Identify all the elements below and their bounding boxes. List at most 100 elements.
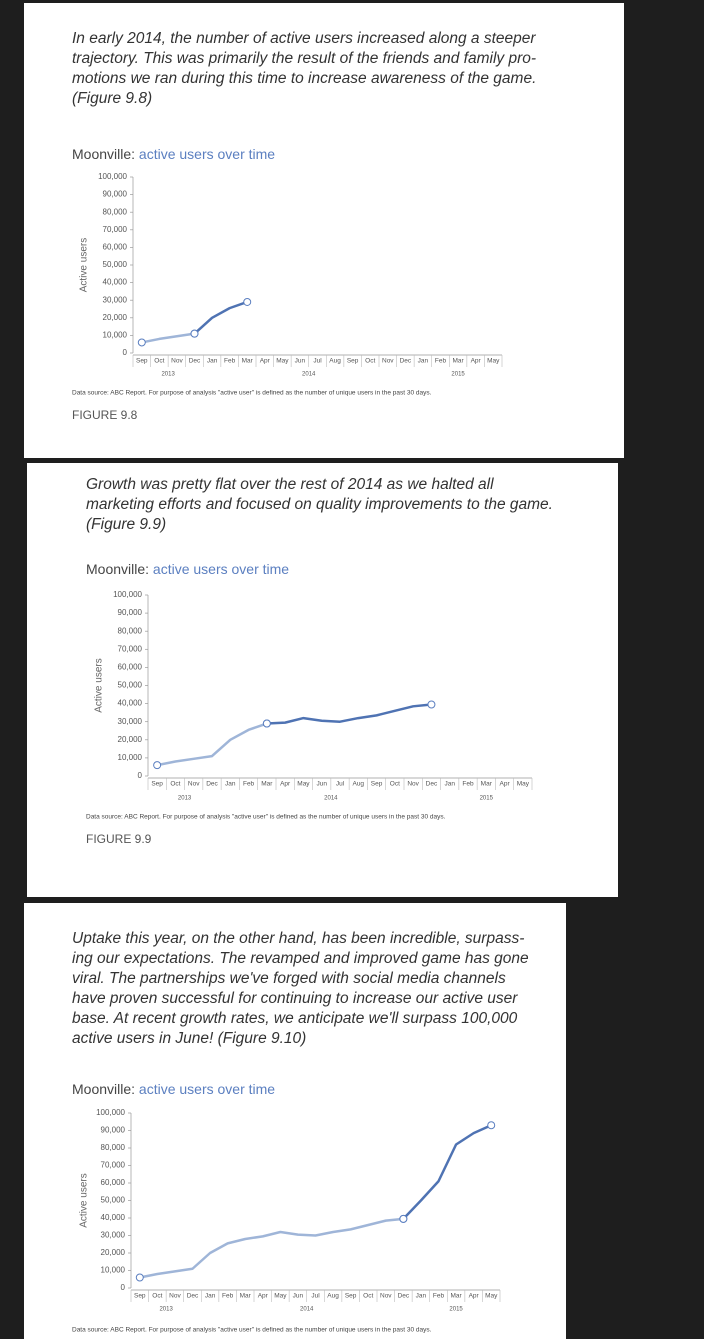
chart: Moonville: active users over time Active …	[72, 1081, 501, 1334]
y-tick-label: 20,000	[101, 1248, 126, 1257]
line-series	[266, 703, 432, 725]
month-label: Sep	[347, 358, 359, 365]
month-label: Apr	[469, 1293, 480, 1300]
chart-title: Moonville: active users over time	[72, 146, 275, 162]
month-label: Dec	[206, 781, 218, 788]
y-tick-label: 50,000	[101, 1196, 126, 1205]
month-label: May	[485, 1293, 498, 1300]
title-prefix: Moonville:	[72, 146, 139, 162]
panel: Moonville: active users over time Active …	[24, 903, 566, 1339]
y-tick-label: 100,000	[96, 1108, 125, 1117]
month-label: Sep	[345, 1293, 357, 1300]
month-label: Mar	[452, 358, 464, 365]
year-label: 2014	[300, 1307, 314, 1313]
month-label: Dec	[187, 1293, 199, 1300]
month-label: May	[487, 358, 500, 365]
y-tick-label: 70,000	[101, 1161, 126, 1170]
month-label: Mar	[261, 781, 273, 788]
month-label: Oct	[390, 781, 400, 788]
y-tick-label: 80,000	[101, 1143, 126, 1152]
y-tick-label: 20,000	[118, 735, 143, 744]
y-tick-label: 60,000	[101, 1178, 126, 1187]
data-source: Data source: ABC Report. For purpose of …	[86, 814, 446, 821]
y-tick-label: 30,000	[101, 1231, 126, 1240]
figure-label: FIGURE 9.8	[72, 408, 138, 422]
title-prefix: Moonville:	[72, 1081, 139, 1097]
endpoint-marker	[262, 719, 271, 728]
figure-label: FIGURE 9.9	[86, 832, 152, 846]
year-label: 2013	[178, 796, 192, 802]
endpoint-marker	[190, 329, 199, 338]
month-label: Nov	[171, 358, 183, 365]
y-tick-label: 30,000	[118, 717, 143, 726]
month-label: Mar	[481, 781, 493, 788]
month-label: Feb	[433, 1293, 445, 1300]
y-tick-label: 30,000	[103, 295, 128, 304]
panel: Moonville: active users over time Active …	[27, 463, 618, 897]
month-label: Nov	[407, 781, 419, 788]
endpoint-marker	[135, 1273, 144, 1282]
month-label: Aug	[352, 781, 364, 788]
y-tick-label: 50,000	[118, 681, 143, 690]
y-tick-label: 40,000	[118, 699, 143, 708]
title-highlight: active users over time	[139, 146, 275, 162]
month-label: Apr	[280, 781, 291, 788]
month-label: Feb	[435, 358, 447, 365]
endpoint-marker	[153, 761, 162, 770]
month-label: Jun	[295, 358, 306, 365]
y-tick-label: 40,000	[103, 278, 128, 287]
year-label: 2014	[302, 372, 316, 378]
year-label: 2015	[451, 372, 465, 378]
y-tick-label: 70,000	[118, 644, 143, 653]
y-tick-label: 10,000	[101, 1266, 126, 1275]
month-label: Oct	[152, 1293, 162, 1300]
month-label: Jun	[316, 781, 327, 788]
y-axis-label: Active users	[79, 1173, 90, 1227]
month-label: Sep	[151, 781, 163, 788]
endpoint-marker	[399, 1214, 408, 1223]
y-axis-label: Active users	[94, 658, 105, 712]
y-tick-label: 20,000	[103, 313, 128, 322]
y-tick-label: 60,000	[103, 243, 128, 252]
month-label: Jun	[293, 1293, 304, 1300]
month-label: May	[297, 781, 310, 788]
y-tick-label: 90,000	[103, 190, 128, 199]
month-label: Mar	[450, 1293, 462, 1300]
month-label: Oct	[170, 781, 180, 788]
panel: Moonville: active users over time Active …	[24, 3, 624, 458]
year-label: 2013	[161, 372, 175, 378]
month-label: Dec	[189, 358, 201, 365]
month-label: Sep	[134, 1293, 146, 1300]
chart-title: Moonville: active users over time	[72, 1081, 275, 1097]
month-label: Oct	[365, 358, 375, 365]
month-label: Feb	[462, 781, 474, 788]
y-tick-label: 0	[123, 348, 128, 357]
month-label: Jan	[225, 781, 236, 788]
data-source: Data source: ABC Report. For purpose of …	[72, 1327, 432, 1334]
month-label: Apr	[500, 781, 511, 788]
month-label: Mar	[240, 1293, 252, 1300]
month-label: May	[276, 358, 289, 365]
y-tick-label: 70,000	[103, 225, 128, 234]
year-label: 2015	[480, 796, 494, 802]
year-label: 2015	[449, 1307, 463, 1313]
month-label: Feb	[243, 781, 255, 788]
month-label: Sep	[136, 358, 148, 365]
line-series	[193, 300, 248, 335]
month-label: Nov	[380, 1293, 392, 1300]
chart-title: Moonville: active users over time	[86, 561, 289, 577]
y-tick-label: 90,000	[118, 608, 143, 617]
endpoint-marker	[243, 297, 252, 306]
endpoint-marker	[137, 338, 146, 347]
chart: Moonville: active users over time Active …	[72, 146, 503, 422]
title-highlight: active users over time	[139, 1081, 275, 1097]
month-label: Jan	[205, 1293, 216, 1300]
y-tick-label: 50,000	[103, 260, 128, 269]
month-label: Jan	[444, 781, 455, 788]
month-label: Jan	[207, 358, 218, 365]
month-label: May	[517, 781, 530, 788]
month-label: Jul	[313, 358, 322, 365]
month-label: Jan	[416, 1293, 427, 1300]
month-label: Nov	[169, 1293, 181, 1300]
